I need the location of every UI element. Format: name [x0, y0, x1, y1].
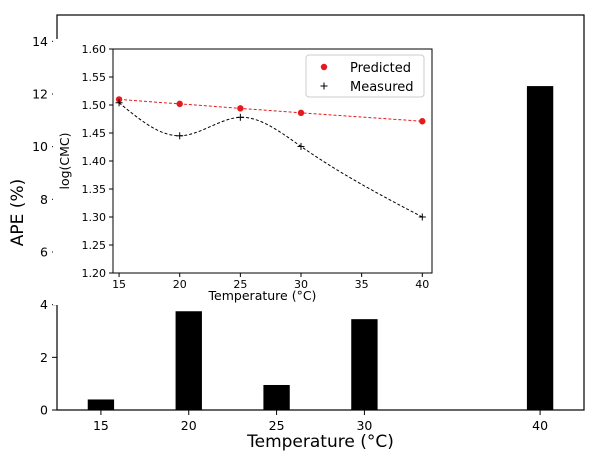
main-y-tick-label: 0	[40, 403, 48, 418]
legend-predicted-marker	[320, 63, 328, 71]
predicted-point	[297, 109, 305, 117]
main-y-tick-label: 10	[32, 139, 48, 154]
inset-y-tick-label: 1.50	[82, 99, 107, 112]
inset-y-tick-label: 1.20	[82, 267, 107, 280]
bar-15	[87, 399, 115, 410]
inset-x-tick-label: 25	[233, 278, 247, 291]
predicted-point	[176, 100, 183, 108]
inset-y-tick-label: 1.25	[82, 239, 107, 252]
inset-y-tick-label: 1.45	[82, 127, 107, 140]
inset-y-axis-label: log(CMC)	[57, 132, 72, 189]
inset-y-tick-label: 1.60	[82, 43, 107, 56]
measured-line	[118, 102, 423, 218]
inset-y-tick-label: 1.35	[82, 183, 107, 196]
inset-x-tick-label: 35	[355, 278, 369, 291]
inset-x-axis-label: Temperature (°C)	[208, 288, 317, 303]
main-y-tick-label: 4	[40, 297, 48, 312]
inset-legend: Predicted Measured	[305, 54, 425, 98]
measured-point	[176, 132, 184, 140]
bar-20	[175, 311, 202, 410]
main-y-tick-label: 12	[32, 87, 48, 102]
measured-point	[418, 213, 426, 221]
bar-40	[526, 86, 554, 410]
inset-y-tick-label: 1.55	[82, 71, 107, 84]
predicted-point	[419, 118, 426, 125]
main-y-axis-label: APE (%)	[8, 179, 28, 246]
predicted-point	[237, 105, 244, 112]
main-y-tick-label: 14	[32, 34, 48, 49]
inset-y-tick-label: 1.40	[82, 155, 107, 168]
bar-30	[351, 319, 378, 410]
main-y-tick-label: 6	[40, 245, 48, 260]
legend-predicted-label: Predicted	[350, 61, 411, 76]
inset-x-tick-label: 20	[173, 278, 187, 291]
measured-point	[236, 113, 244, 121]
bar-25	[263, 384, 290, 410]
main-y-tick-label: 8	[40, 192, 48, 207]
legend-measured-label: Measured	[350, 80, 414, 95]
main-x-tick-label: 30	[356, 418, 372, 433]
measured-point	[297, 142, 305, 150]
inset-x-tick-label: 40	[415, 278, 429, 291]
main-x-tick-label: 25	[269, 418, 285, 433]
main-x-tick-label: 15	[93, 418, 109, 433]
main-x-tick-label: 20	[181, 418, 197, 433]
main-y-tick-label: 2	[40, 350, 48, 365]
inset-x-tick-label: 30	[294, 278, 308, 291]
legend-measured-marker	[320, 82, 328, 90]
main-x-tick-label: 40	[532, 418, 548, 433]
inset-y-tick-label: 1.30	[82, 211, 107, 224]
main-x-axis-label: Temperature (°C)	[246, 432, 394, 452]
legend-box	[305, 54, 425, 98]
inset-line-chart: 15 20 25 30 35 40 1.20 1.25 1.30 1.35 1.40 1.45 1.5…	[53, 39, 438, 305]
inset-x-tick-label: 15	[112, 278, 126, 291]
measured-point	[115, 99, 123, 107]
